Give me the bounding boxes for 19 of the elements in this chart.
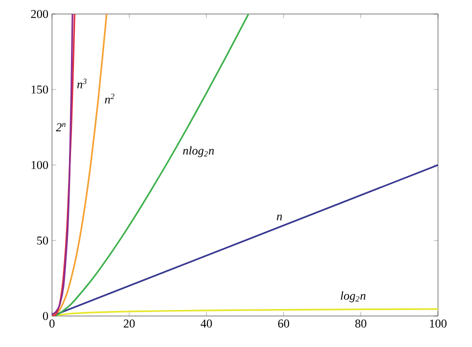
y-tick-label: 200 — [31, 10, 48, 18]
series-label: n$^{2}$ — [104, 94, 114, 104]
y-tick-label: 150 — [32, 85, 48, 94]
x-tick-label: 80 — [355, 320, 366, 328]
x-tick-label: 0 — [49, 320, 55, 328]
x-tick-label: 100 — [430, 320, 447, 328]
x-tick-label: 40 — [200, 320, 212, 328]
y-tick-label: 100 — [32, 160, 48, 170]
series-label: 2$^{n}$ — [56, 123, 66, 132]
line-series — [55, 308, 438, 316]
y-tick-label: 50 — [37, 236, 48, 245]
x-tick-label: 60 — [278, 320, 290, 328]
series-label: n — [276, 214, 282, 220]
line-series — [55, 14, 250, 316]
x-tick-label: 20 — [124, 320, 135, 328]
series-label: nlog$_{2}$n — [183, 146, 214, 158]
y-tick-label: 0 — [42, 312, 48, 320]
series-label: log$_{2}$n — [340, 291, 366, 302]
series-label: n$^{3}$ — [77, 78, 87, 88]
